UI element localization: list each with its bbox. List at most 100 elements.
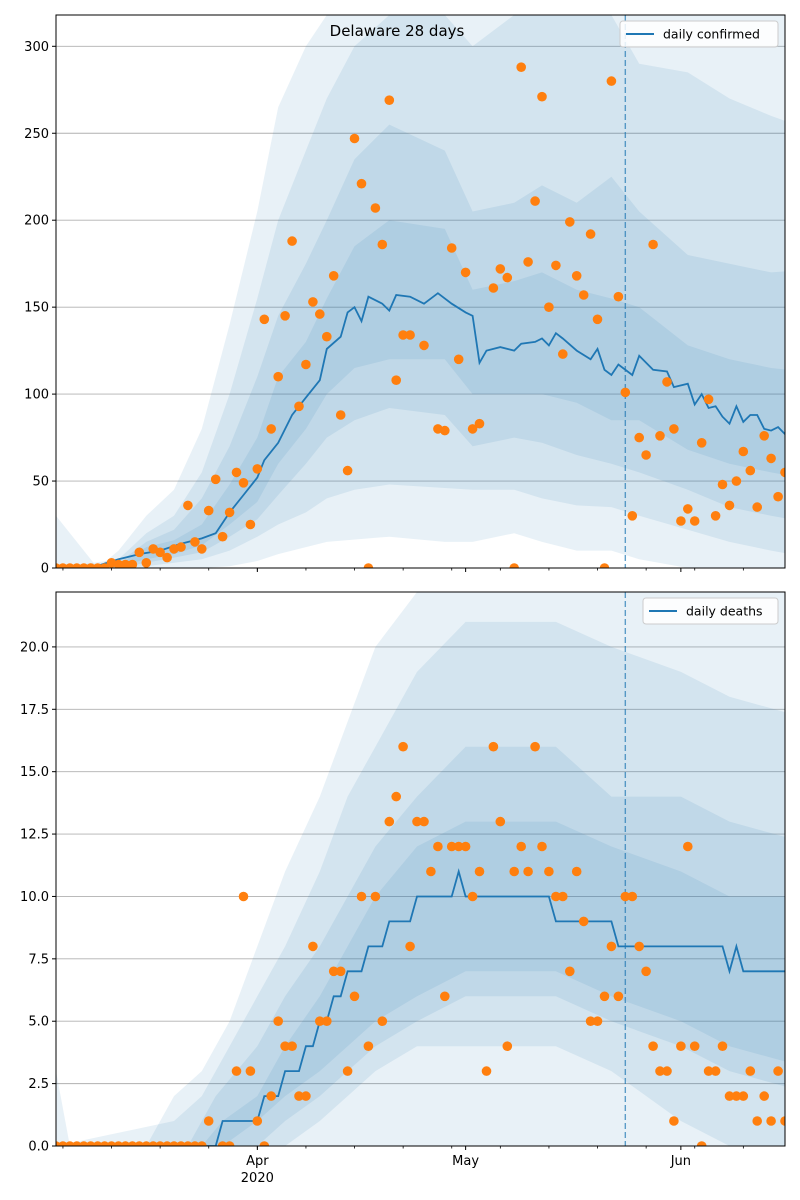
chart-title: Delaware 28 days <box>330 22 465 40</box>
data-point <box>162 552 172 563</box>
data-point <box>676 1041 686 1051</box>
deaths-panel: 0.0 2.5 5.0 7.5 10.0 12.5 15.0 17.5 20.0 Apr 2020… <box>20 591 800 1186</box>
y-tick-label: 0.0 <box>28 1140 49 1155</box>
data-point <box>446 243 457 253</box>
deaths-uncertainty-bands <box>56 592 785 1146</box>
data-point <box>565 217 575 227</box>
data-point <box>495 264 506 274</box>
data-point <box>224 507 235 518</box>
axes-frame <box>55 14 786 569</box>
data-point <box>516 841 526 852</box>
data-point <box>689 1041 700 1051</box>
data-point <box>335 966 346 977</box>
uncertainty-band <box>56 220 785 568</box>
data-point <box>766 1116 776 1126</box>
data-point <box>322 1016 332 1026</box>
data-point <box>412 816 422 827</box>
data-point <box>259 314 270 325</box>
data-point <box>370 891 381 902</box>
data-point <box>780 1116 785 1126</box>
confirmed-points-group <box>56 62 785 568</box>
uncertainty-band <box>56 15 785 568</box>
data-point <box>238 478 249 488</box>
deaths-axes-frame <box>55 591 786 1147</box>
data-point <box>266 1091 277 1101</box>
data-point <box>197 1141 207 1146</box>
data-point <box>606 76 617 86</box>
data-point <box>405 330 415 340</box>
legend-label: daily deaths <box>686 604 763 619</box>
confirmed-x-axis <box>62 568 744 572</box>
deaths-legend: daily deaths <box>642 597 779 625</box>
data-point <box>634 941 644 952</box>
data-point <box>502 1041 513 1051</box>
data-point <box>627 511 638 521</box>
data-point <box>717 1041 728 1051</box>
data-point <box>683 504 693 514</box>
data-point <box>551 891 561 902</box>
confirmed-y-axis: 0 50 100 150 200 250 300 <box>24 40 56 577</box>
data-point <box>460 267 471 278</box>
x-tick-label: May <box>452 1154 479 1169</box>
data-point <box>648 1041 658 1051</box>
data-point <box>203 505 214 516</box>
data-point <box>335 410 346 420</box>
data-point <box>717 479 728 490</box>
data-point <box>599 991 610 1002</box>
data-point <box>558 349 568 359</box>
data-point <box>745 1066 756 1076</box>
data-point <box>662 377 672 387</box>
data-point <box>537 91 547 102</box>
data-point <box>328 271 339 281</box>
y-tick-label: 15.0 <box>20 765 49 780</box>
data-point <box>613 991 624 1002</box>
data-point <box>669 1116 679 1126</box>
data-point <box>252 464 263 474</box>
data-point <box>231 467 242 478</box>
data-point <box>495 816 506 827</box>
data-point <box>217 531 228 542</box>
data-point <box>481 1066 492 1076</box>
data-point <box>322 331 332 342</box>
data-point <box>176 542 186 552</box>
data-point <box>453 354 464 365</box>
data-point <box>301 1091 311 1101</box>
data-point <box>710 1066 721 1076</box>
data-point <box>419 340 429 351</box>
data-point <box>787 1041 797 1051</box>
data-point <box>599 563 610 568</box>
y-tick-label: 7.5 <box>28 952 49 967</box>
data-point <box>315 309 325 319</box>
confirmed-line-group <box>56 292 785 568</box>
data-point <box>294 401 304 412</box>
data-point <box>488 741 499 752</box>
uncertainty-band <box>56 592 785 1146</box>
y-tick-label: 300 <box>24 40 49 55</box>
data-point <box>773 1066 783 1076</box>
data-point <box>502 272 513 283</box>
data-point <box>190 537 200 547</box>
data-point <box>287 1041 297 1051</box>
data-point <box>696 438 707 448</box>
data-point <box>724 500 735 511</box>
data-point <box>308 941 318 952</box>
data-point <box>509 563 519 568</box>
data-point <box>134 547 145 558</box>
data-point <box>453 841 464 852</box>
data-point <box>571 866 582 877</box>
data-point <box>752 502 762 512</box>
data-point <box>662 1066 672 1076</box>
y-tick-label: 12.5 <box>20 828 49 843</box>
data-point <box>308 297 318 307</box>
data-point <box>370 203 381 213</box>
y-tick-label: 50 <box>32 475 49 490</box>
data-point <box>342 1066 353 1076</box>
data-point <box>544 302 554 313</box>
data-point <box>585 1016 596 1026</box>
data-point <box>141 558 152 568</box>
data-point <box>356 891 367 902</box>
data-point <box>794 1141 800 1151</box>
data-point <box>120 559 131 568</box>
data-point <box>738 1091 749 1101</box>
data-point <box>641 450 651 460</box>
